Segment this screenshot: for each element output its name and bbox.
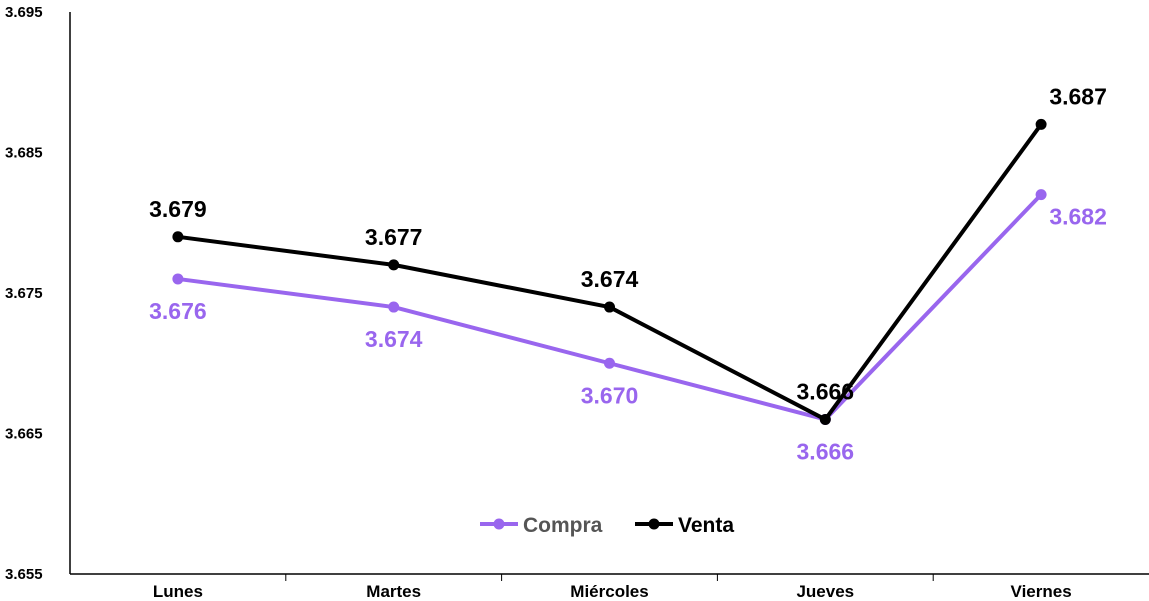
data-point-compra [172,273,184,285]
y-tick-label: 3.655 [5,566,43,583]
data-point-venta [1035,118,1047,130]
data-label-venta: 3.674 [581,266,639,292]
series-layer [172,118,1047,425]
legend-label-venta: Venta [678,514,734,537]
y-tick-label: 3.685 [5,145,43,162]
legend-marker-compra [493,518,505,530]
x-tick-label: Miércoles [570,582,648,601]
x-tick-label: Martes [366,582,421,601]
legend-marker-venta [648,518,660,530]
y-tick-label: 3.695 [5,4,43,21]
data-point-compra [388,301,400,313]
data-point-compra [604,357,615,369]
data-label-compra: 3.682 [1049,204,1107,230]
data-point-venta [172,231,184,243]
data-label-venta: 3.666 [797,378,855,404]
data-label-compra: 3.666 [797,438,855,464]
legend: Compra Venta [480,514,734,537]
x-tick-label: Lunes [153,582,203,601]
legend-label-compra: Compra [523,514,603,537]
data-point-venta [388,259,400,271]
data-point-venta [604,301,615,313]
data-labels: 3.676 3.674 3.670 3.666 3.682 3.679 3.677 3.674… [149,83,1107,464]
data-label-compra: 3.674 [365,326,423,352]
y-tick-label: 3.665 [5,426,43,443]
data-label-venta: 3.677 [365,224,423,250]
data-label-compra: 3.676 [149,298,207,324]
x-tick-label: Viernes [1011,582,1072,601]
data-label-compra: 3.670 [581,382,639,408]
y-tick-label: 3.675 [5,285,43,302]
data-label-venta: 3.679 [149,196,207,222]
axes: 3.655 3.665 3.675 3.685 3.695 Lunes Martes Miér… [5,4,1149,601]
data-point-compra [1035,189,1047,201]
data-label-venta: 3.687 [1049,83,1107,109]
x-tick-label: Jueves [796,582,854,601]
data-point-venta [819,413,831,425]
